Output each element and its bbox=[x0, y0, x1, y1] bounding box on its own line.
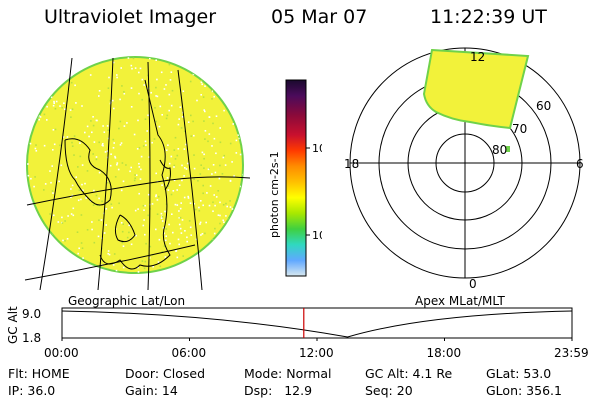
apex-label: Apex MLat/MLT bbox=[415, 294, 505, 308]
mlt-label-6: 6 bbox=[576, 157, 584, 171]
colorbar: 100 10 photon cm-2s-1 bbox=[268, 79, 322, 277]
timeline-xtick-label: 18:00 bbox=[427, 346, 462, 360]
info-field: Gain: 14 bbox=[125, 383, 178, 398]
timeline-ytick-top: 9.0 bbox=[22, 307, 41, 321]
mlt-label-12: 12 bbox=[470, 50, 485, 64]
mlt-label-0: 0 bbox=[469, 277, 477, 290]
timeline-ylabel: GC Alt bbox=[6, 306, 20, 344]
info-field: Mode: Normal bbox=[244, 366, 332, 381]
info-field: Seq: 20 bbox=[365, 383, 413, 398]
colorbar-gradient bbox=[285, 79, 307, 277]
geographic-image-panel bbox=[24, 56, 250, 290]
colorbar-unit-label: photon cm-2s-1 bbox=[268, 151, 281, 238]
lat-label-80: 80 bbox=[492, 143, 507, 157]
polar-mlt-plot: 12 18 6 0 60 70 80 bbox=[344, 47, 584, 290]
timeline-xtick-label: 06:00 bbox=[172, 346, 207, 360]
uv-image-disc bbox=[26, 56, 244, 274]
mlt-label-18: 18 bbox=[344, 157, 359, 171]
info-field: Flt: HOME bbox=[8, 366, 70, 381]
timeline-ytick-bottom: 1.8 bbox=[22, 331, 41, 345]
timeline-xtick-label: 23:59 bbox=[554, 346, 589, 360]
timeline-frame bbox=[61, 307, 573, 339]
info-field: GLat: 53.0 bbox=[486, 366, 552, 381]
altitude-timeline: GC Alt 9.0 1.8 00:00 06:00 12:00 18:00 23:59 bbox=[6, 306, 589, 360]
info-field: GC Alt: 4.1 Re bbox=[365, 366, 453, 381]
lat-label-60: 60 bbox=[536, 99, 551, 113]
colorbar-tick-100: 100 bbox=[312, 142, 322, 155]
info-field: Door: Closed bbox=[125, 366, 206, 381]
polar-uv-fleck bbox=[506, 146, 510, 152]
colorbar-tick-10: 10 bbox=[312, 229, 322, 242]
altitude-curve bbox=[61, 310, 573, 338]
timeline-xtick-label: 00:00 bbox=[44, 346, 79, 360]
info-field: IP: 36.0 bbox=[8, 383, 56, 398]
time-label: 11:22:39 UT bbox=[430, 6, 547, 28]
lat-label-70: 70 bbox=[512, 122, 527, 136]
polar-uv-patch bbox=[422, 48, 530, 130]
timeline-xtick-label: 12:00 bbox=[299, 346, 334, 360]
coastline bbox=[64, 79, 171, 270]
app-title: Ultraviolet Imager bbox=[44, 6, 217, 28]
info-field: GLon: 356.1 bbox=[486, 383, 562, 398]
graticule-lines bbox=[24, 57, 250, 290]
date-label: 05 Mar 07 bbox=[271, 6, 368, 28]
geographic-label: Geographic Lat/Lon bbox=[68, 294, 186, 308]
info-field: Dsp: 12.9 bbox=[244, 383, 313, 398]
